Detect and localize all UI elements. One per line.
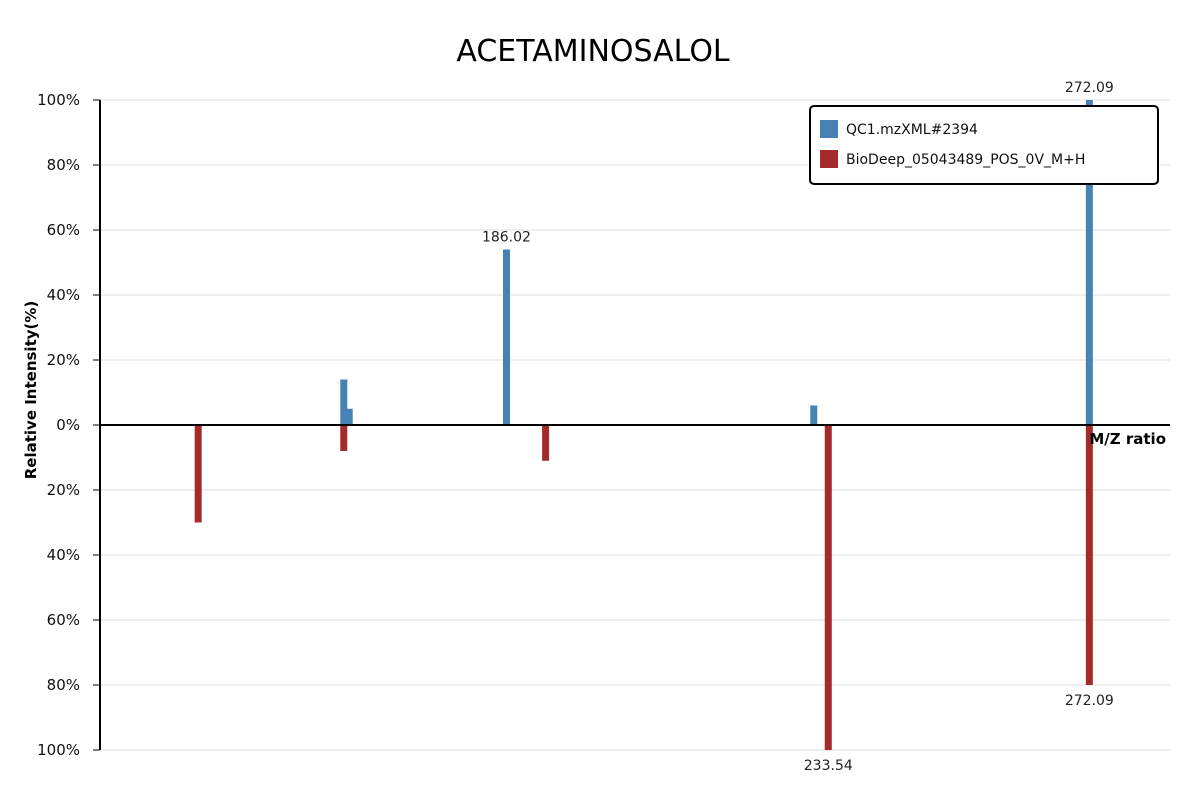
reference-peak-bar bbox=[1085, 425, 1093, 685]
peak-labels: 186.02 272.09 233.54 272.09 bbox=[482, 80, 1114, 774]
reference-peak-bar bbox=[542, 425, 550, 461]
legend-label-reference: BioDeep_05043489_POS_0V_M+H bbox=[846, 152, 1085, 168]
peak-label: 272.09 bbox=[1065, 693, 1114, 709]
legend-box bbox=[809, 105, 1159, 185]
peak-label: 233.54 bbox=[804, 758, 853, 774]
y-tick-label: 60% bbox=[47, 611, 80, 629]
y-tick-label: 40% bbox=[47, 286, 80, 304]
query-peak-bar bbox=[340, 379, 348, 425]
y-tick-label: 40% bbox=[47, 546, 80, 564]
y-tick-label: 100% bbox=[37, 91, 80, 109]
query-peak-bar bbox=[810, 405, 818, 425]
spectrum-peaks bbox=[194, 100, 1093, 750]
y-tick-label: 0% bbox=[56, 416, 80, 434]
legend-label-query: QC1.mzXML#2394 bbox=[846, 122, 978, 138]
reference-peak-bar bbox=[194, 425, 202, 523]
y-tick-label: 80% bbox=[47, 156, 80, 174]
reference-peak-bar bbox=[824, 425, 832, 750]
y-tick-label: 80% bbox=[47, 676, 80, 694]
y-tick-label: 60% bbox=[47, 221, 80, 239]
query-peak-bar bbox=[1085, 100, 1093, 425]
x-axis-title: M/Z ratio bbox=[1089, 430, 1166, 448]
y-axis-title: Relative Intensity(%) bbox=[22, 301, 40, 480]
y-tick-label: 20% bbox=[47, 351, 80, 369]
query-peak-bar bbox=[345, 408, 353, 425]
legend-swatch-reference bbox=[820, 150, 838, 168]
query-peak-bar bbox=[502, 249, 510, 425]
legend-swatch-query bbox=[820, 120, 838, 138]
legend: QC1.mzXML#2394 BioDeep_05043489_POS_0V_M… bbox=[809, 105, 1159, 185]
peak-label: 186.02 bbox=[482, 230, 531, 246]
y-axis-ticks: 100% 80% 60% 40% 20% 0% 20% 40% 60% 80% 100% bbox=[37, 91, 100, 759]
y-tick-label: 20% bbox=[47, 481, 80, 499]
peak-label: 272.09 bbox=[1065, 80, 1114, 96]
reference-peak-bar bbox=[340, 425, 348, 451]
y-tick-label: 100% bbox=[37, 741, 80, 759]
chart-title: ACETAMINOSALOL bbox=[456, 34, 730, 69]
